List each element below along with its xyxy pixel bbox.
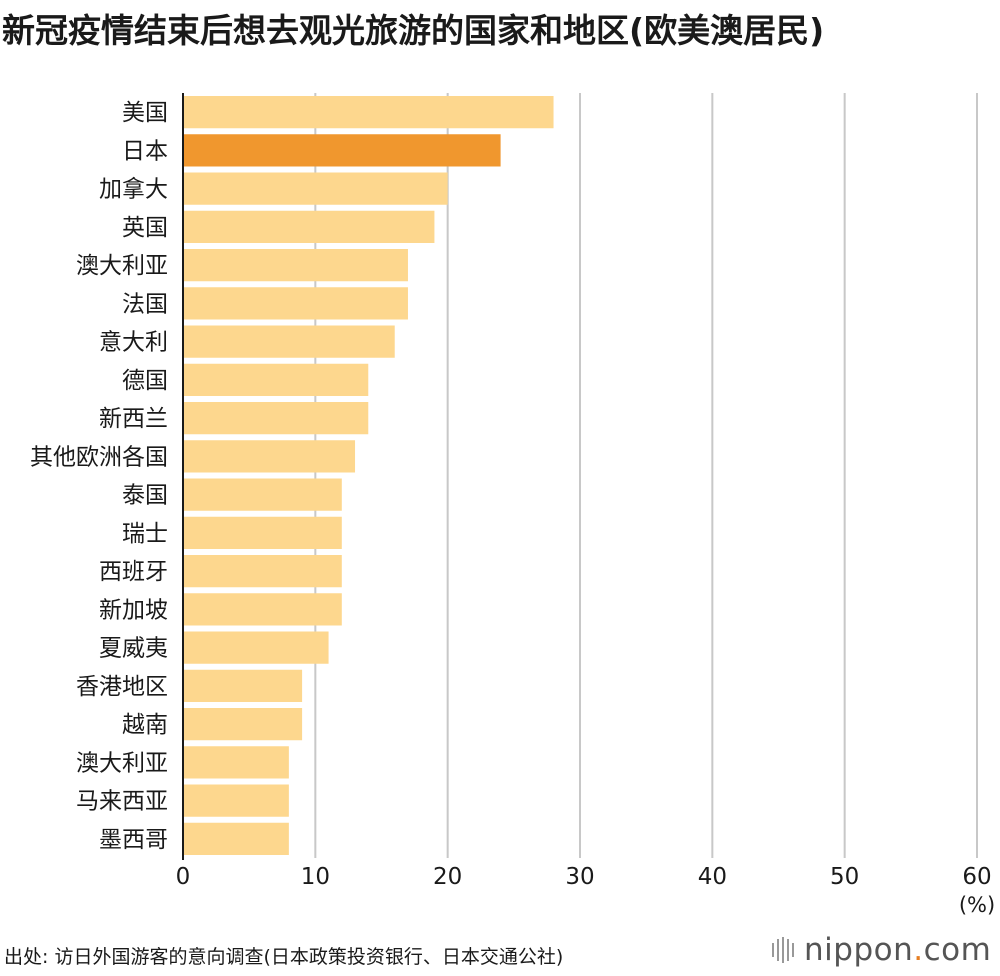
category-label: 越南 — [122, 712, 168, 738]
bar — [183, 402, 369, 435]
bars-icon — [772, 937, 794, 963]
category-label: 澳大利亚 — [76, 750, 168, 776]
category-label: 日本 — [122, 138, 168, 164]
category-label: 泰国 — [122, 483, 168, 509]
category-label: 德国 — [122, 368, 168, 394]
bar — [183, 440, 356, 473]
category-label: 新加坡 — [99, 597, 168, 623]
bar — [183, 516, 342, 549]
logo-suffix: com — [923, 932, 992, 968]
category-label: 香港地区 — [76, 674, 168, 700]
category-label: 墨西哥 — [99, 827, 168, 853]
category-label: 新西兰 — [99, 406, 168, 432]
category-label: 瑞士 — [122, 521, 168, 547]
category-label: 美国 — [122, 100, 168, 126]
bar — [183, 784, 289, 817]
nippon-logo: nippon.com — [770, 930, 991, 970]
bar — [183, 669, 303, 702]
logo-name: nippon — [804, 932, 914, 968]
category-label: 加拿大 — [99, 176, 168, 203]
category-label: 法国 — [122, 291, 168, 317]
x-tick-label: 30 — [565, 864, 594, 890]
category-label: 澳大利亚 — [76, 253, 168, 279]
bar — [183, 325, 395, 358]
bar — [183, 593, 342, 626]
bar — [183, 631, 329, 664]
x-tick-label: 40 — [698, 864, 727, 890]
bar — [183, 287, 408, 320]
bar — [183, 249, 408, 282]
bar — [183, 363, 369, 396]
logo-dot: . — [913, 932, 924, 968]
x-unit-label: (%) — [959, 893, 995, 917]
bar — [183, 555, 342, 588]
bar — [183, 210, 435, 243]
x-tick-label: 0 — [176, 864, 191, 890]
category-label: 英国 — [122, 215, 168, 241]
bar-chart: 美国日本加拿大英国澳大利亚法国意大利德国新西兰其他欧洲各国泰国瑞士西班牙新加坡夏… — [30, 93, 995, 917]
source-note: 出处: 访日外国游客的意向调查(日本政策投资银行、日本交通公社) — [4, 946, 564, 968]
x-tick-label: 20 — [433, 864, 462, 890]
bar — [183, 172, 448, 205]
logo-text: nippon.com — [804, 932, 991, 968]
x-tick-label: 10 — [301, 864, 330, 890]
category-label: 马来西亚 — [76, 789, 168, 815]
bar — [183, 708, 303, 741]
x-tick-label: 60 — [962, 864, 991, 890]
bar — [183, 478, 342, 511]
category-label: 夏威夷 — [99, 636, 168, 662]
category-label: 其他欧洲各国 — [30, 444, 168, 470]
bar — [183, 96, 554, 129]
x-tick-label: 50 — [830, 864, 859, 890]
category-label: 意大利 — [99, 330, 168, 356]
chart-title: 新冠疫情结束后想去观光旅游的国家和地区(欧美澳居民) — [2, 11, 825, 50]
category-label: 西班牙 — [99, 559, 168, 585]
bar — [183, 746, 289, 779]
bar — [183, 134, 501, 167]
bar — [183, 822, 289, 855]
